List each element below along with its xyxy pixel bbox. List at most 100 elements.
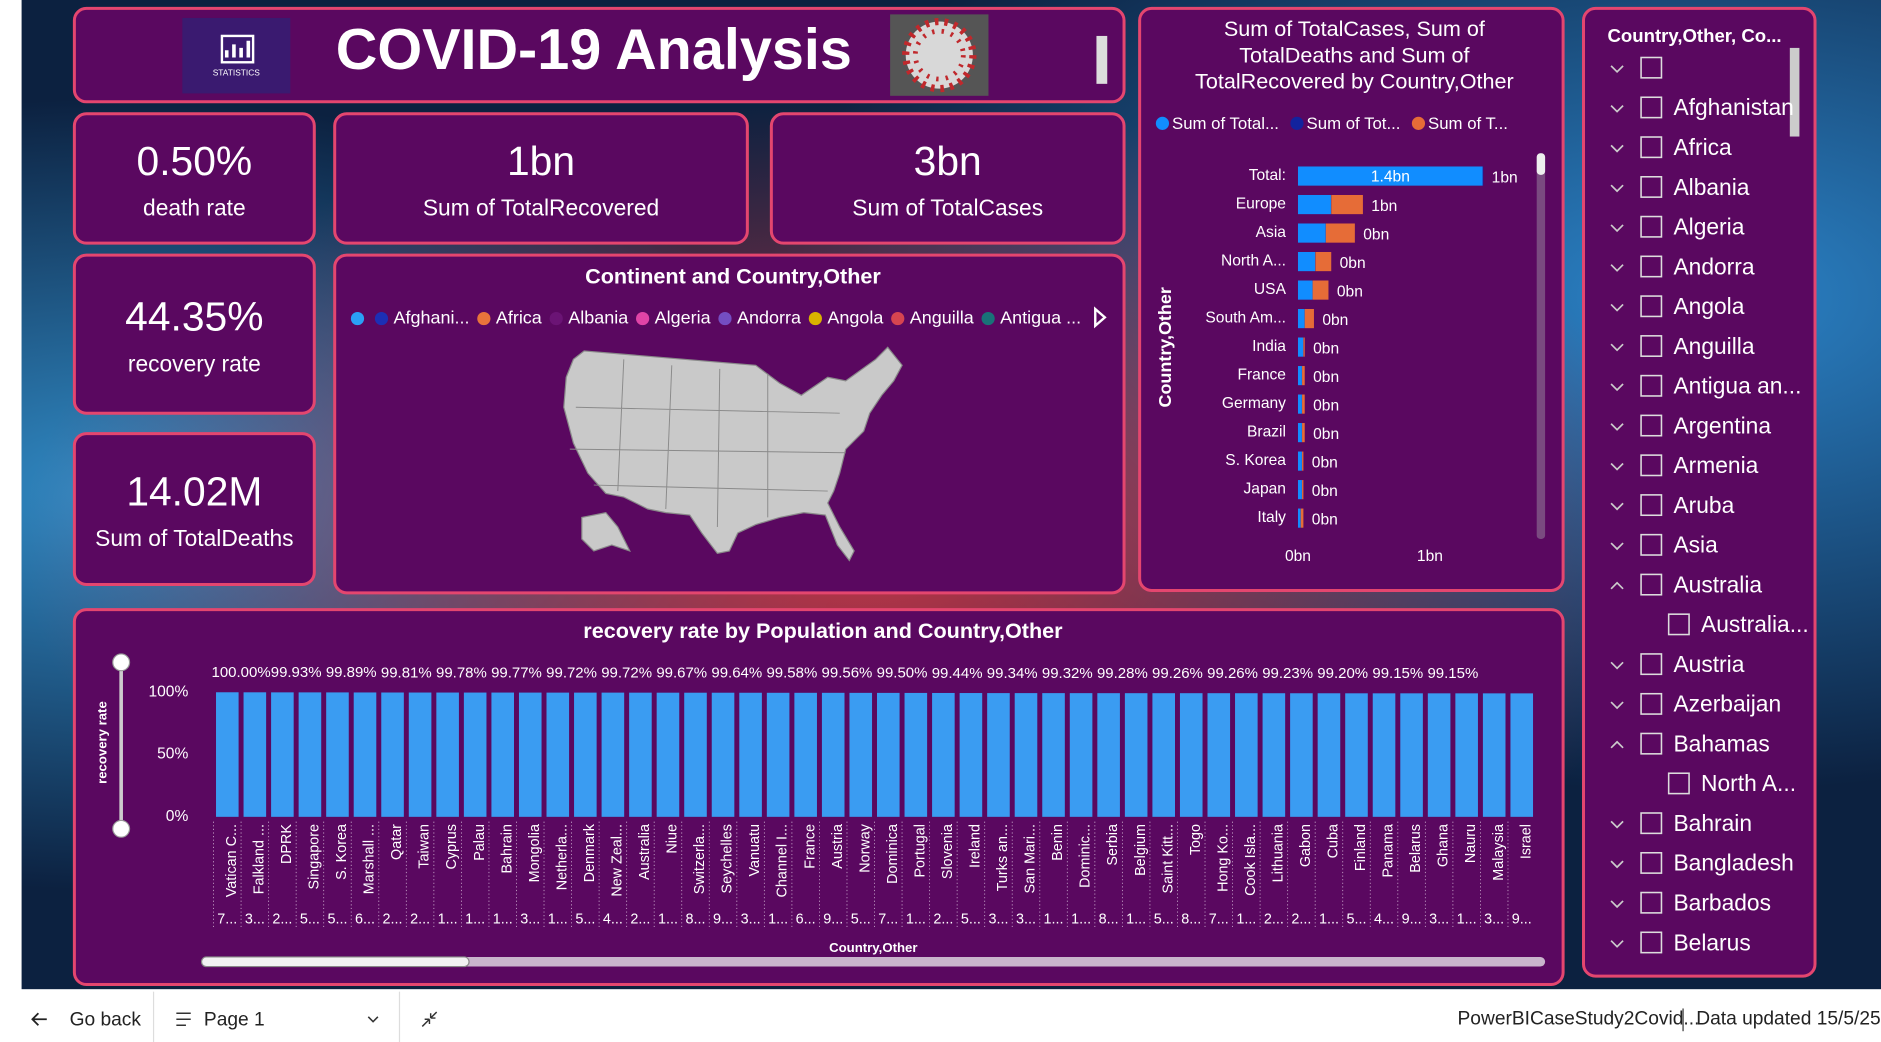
slicer-item[interactable]: Afghanistan <box>1673 94 1793 120</box>
scrollbar[interactable] <box>1096 35 1108 84</box>
checkbox[interactable] <box>1640 96 1663 119</box>
bar[interactable] <box>1317 693 1341 817</box>
slicer-item[interactable]: North A... <box>1701 770 1796 796</box>
checkbox[interactable] <box>1640 533 1663 556</box>
bar-segment[interactable] <box>1297 194 1331 215</box>
expand-chevron[interactable] <box>1610 383 1624 392</box>
bar[interactable] <box>1042 693 1065 817</box>
bar-segment[interactable] <box>1297 508 1301 528</box>
expand-chevron[interactable] <box>1610 65 1624 74</box>
slider-handle[interactable] <box>112 819 131 838</box>
bar-segment[interactable] <box>1303 337 1305 357</box>
bar[interactable] <box>518 692 542 817</box>
us-map[interactable] <box>563 346 903 562</box>
expand-chevron[interactable] <box>1610 105 1624 113</box>
bar-segment[interactable] <box>1300 508 1304 528</box>
bar[interactable] <box>1152 693 1175 817</box>
slicer-item[interactable]: Anguilla <box>1673 333 1754 359</box>
bar-segment[interactable] <box>1297 166 1483 186</box>
bar[interactable] <box>326 692 349 817</box>
back-button[interactable]: Go back <box>70 1010 142 1031</box>
checkbox[interactable] <box>1640 851 1663 874</box>
page-dropdown[interactable] <box>367 1016 379 1023</box>
bar-segment[interactable] <box>1304 309 1314 329</box>
expand-chevron[interactable] <box>1610 940 1624 948</box>
scrollbar-thumb[interactable] <box>200 956 470 968</box>
checkbox[interactable] <box>1640 136 1663 159</box>
bar[interactable] <box>1345 693 1368 817</box>
bar-segment[interactable] <box>1315 251 1332 272</box>
bar-segment[interactable] <box>1297 480 1302 500</box>
checkbox[interactable] <box>1640 692 1663 715</box>
checkbox[interactable] <box>1667 772 1690 795</box>
slicer-item[interactable]: Argentina <box>1673 412 1771 438</box>
slicer-item[interactable]: Bahrain <box>1673 810 1752 836</box>
slicer-item[interactable]: Africa <box>1673 134 1732 160</box>
bar[interactable] <box>1482 693 1506 817</box>
back-icon[interactable] <box>31 1012 47 1026</box>
expand-chevron[interactable] <box>1610 860 1624 869</box>
slicer-item[interactable]: Antigua an... <box>1673 373 1801 399</box>
slicer-item[interactable]: Algeria <box>1673 214 1744 240</box>
expand-chevron[interactable] <box>1610 820 1624 829</box>
bar[interactable] <box>463 692 487 817</box>
bar[interactable] <box>298 692 322 817</box>
bar[interactable] <box>1014 693 1038 817</box>
bar[interactable] <box>491 692 515 817</box>
expand-chevron[interactable] <box>1610 343 1624 352</box>
bar-segment[interactable] <box>1302 394 1305 414</box>
legend-next[interactable] <box>1094 306 1107 329</box>
checkbox[interactable] <box>1640 732 1663 755</box>
expand-chevron[interactable] <box>1610 740 1624 749</box>
slicer-item[interactable]: Asia <box>1673 532 1718 558</box>
expand-chevron[interactable] <box>1610 701 1624 710</box>
bar[interactable] <box>353 692 377 817</box>
slicer-item[interactable]: Australia... <box>1701 611 1809 637</box>
slicer-item[interactable]: Austria <box>1673 651 1744 677</box>
slicer-item[interactable]: Albania <box>1673 174 1749 200</box>
slicer-item[interactable]: Bahamas <box>1673 730 1769 756</box>
checkbox[interactable] <box>1640 573 1663 596</box>
bar-segment[interactable] <box>1297 451 1302 471</box>
expand-chevron[interactable] <box>1610 502 1624 511</box>
bar[interactable] <box>546 692 570 817</box>
checkbox[interactable] <box>1640 215 1663 238</box>
bar-segment[interactable] <box>1297 366 1302 386</box>
bar[interactable] <box>1262 693 1286 817</box>
bar-segment[interactable] <box>1297 423 1302 443</box>
bar-segment[interactable] <box>1297 251 1316 272</box>
bar-segment[interactable] <box>1331 194 1363 215</box>
slicer-item[interactable]: Belarus <box>1673 929 1750 955</box>
bar[interactable] <box>959 693 983 817</box>
checkbox[interactable] <box>1640 255 1663 278</box>
bar[interactable] <box>1372 693 1396 817</box>
bar[interactable] <box>216 692 239 817</box>
slicer-item[interactable]: Azerbaijan <box>1673 691 1781 717</box>
scrollbar-track[interactable] <box>1536 153 1546 539</box>
checkbox[interactable] <box>1640 176 1663 198</box>
bar[interactable] <box>271 692 294 817</box>
bar-segment[interactable] <box>1297 280 1313 300</box>
checkbox[interactable] <box>1640 295 1663 318</box>
bar[interactable] <box>684 692 707 817</box>
checkbox[interactable] <box>1640 56 1663 79</box>
slider-handle[interactable] <box>112 653 131 672</box>
checkbox[interactable] <box>1640 494 1663 517</box>
checkbox[interactable] <box>1640 931 1663 954</box>
bar[interactable] <box>1510 693 1534 817</box>
bar-segment[interactable] <box>1325 223 1355 243</box>
expand-chevron[interactable] <box>1610 542 1624 551</box>
scrollbar-thumb[interactable] <box>1536 153 1546 175</box>
bar[interactable] <box>574 692 597 817</box>
bar[interactable] <box>1400 693 1423 817</box>
checkbox[interactable] <box>1640 891 1663 914</box>
checkbox[interactable] <box>1667 613 1690 636</box>
slicer-item[interactable]: Australia <box>1673 571 1762 597</box>
bar[interactable] <box>794 692 817 817</box>
bar[interactable] <box>1069 693 1093 817</box>
checkbox[interactable] <box>1640 335 1663 357</box>
scrollbar-track[interactable] <box>201 956 1546 967</box>
bar[interactable] <box>656 692 680 817</box>
expand-chevron[interactable] <box>1610 581 1624 590</box>
bar[interactable] <box>408 692 432 817</box>
